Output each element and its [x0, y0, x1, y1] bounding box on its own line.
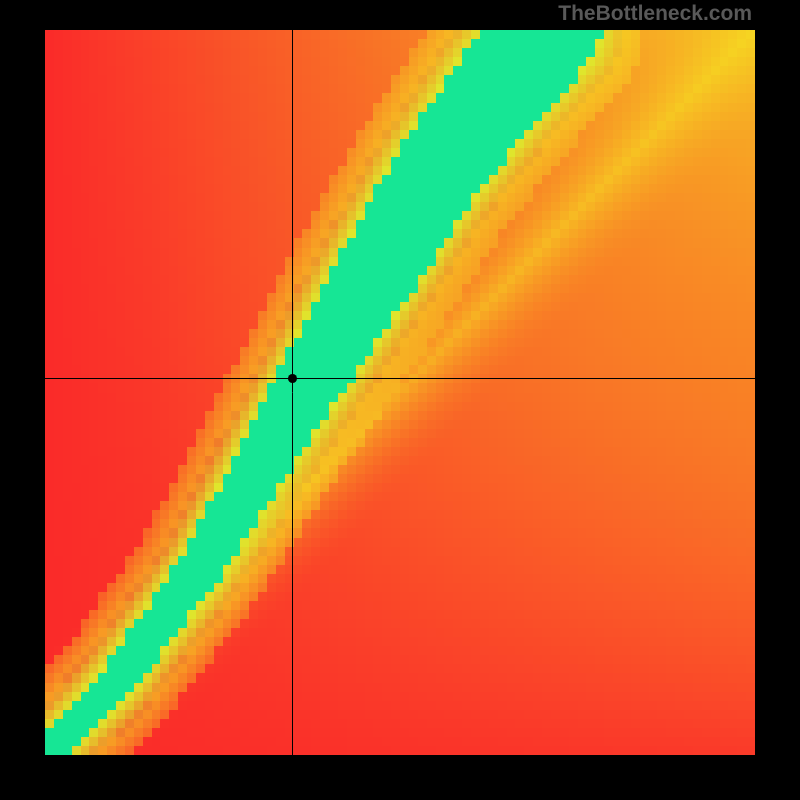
chart-container: TheBottleneck.com	[0, 0, 800, 800]
watermark-text: TheBottleneck.com	[558, 2, 752, 26]
bottleneck-heatmap	[45, 30, 755, 755]
